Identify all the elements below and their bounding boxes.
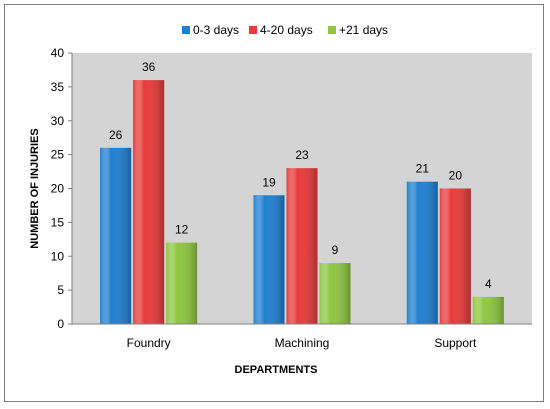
bar-shading xyxy=(100,147,132,324)
bar-shading xyxy=(133,80,165,324)
data-label: 26 xyxy=(109,128,123,142)
bar-shading xyxy=(472,296,504,324)
legend-swatch xyxy=(328,26,336,34)
data-label: 4 xyxy=(485,277,492,291)
y-tick-label: 35 xyxy=(51,80,65,94)
data-label: 23 xyxy=(295,148,309,162)
legend-label: +21 days xyxy=(339,23,388,37)
bar-shading xyxy=(319,263,351,324)
data-label: 20 xyxy=(449,169,463,183)
legend-swatch xyxy=(249,26,257,34)
data-label: 21 xyxy=(416,162,430,176)
data-label: 12 xyxy=(175,223,189,237)
x-tick-label-machining: Machining xyxy=(275,336,330,350)
legend-swatch xyxy=(182,26,190,34)
y-tick-label: 15 xyxy=(51,215,65,229)
legend-label: 0-3 days xyxy=(193,23,239,37)
data-label: 36 xyxy=(142,60,156,74)
bars-layer: 26 36 12 19 23 9 21 20 4 xyxy=(100,60,504,324)
axes-layer: Foundry Machining Support 0 5 10 15 20 25 30 35 40 xyxy=(51,46,532,350)
bar-shading xyxy=(253,195,285,324)
y-tick-label: 20 xyxy=(51,182,65,196)
data-label: 19 xyxy=(262,175,276,189)
bar-shading xyxy=(166,242,198,324)
y-tick-label: 0 xyxy=(57,317,64,331)
y-tick-label: 30 xyxy=(51,114,65,128)
legend-label: 4-20 days xyxy=(260,23,313,37)
x-axis-title: DEPARTMENTS xyxy=(235,364,318,376)
y-axis-title: NUMBER OF INJURIES xyxy=(29,128,41,248)
legend: 0-3 days 4-20 days +21 days xyxy=(182,23,388,37)
x-tick-label-foundry: Foundry xyxy=(127,336,171,350)
bar-shading xyxy=(406,181,438,324)
y-tick-label: 10 xyxy=(51,249,65,263)
data-label: 9 xyxy=(332,243,339,257)
y-tick-label: 40 xyxy=(51,46,65,60)
x-tick-label-support: Support xyxy=(434,336,477,350)
y-tick-label: 5 xyxy=(57,283,64,297)
bar-shading xyxy=(439,188,471,324)
bar-shading xyxy=(286,168,318,324)
y-tick-label: 25 xyxy=(51,148,65,162)
